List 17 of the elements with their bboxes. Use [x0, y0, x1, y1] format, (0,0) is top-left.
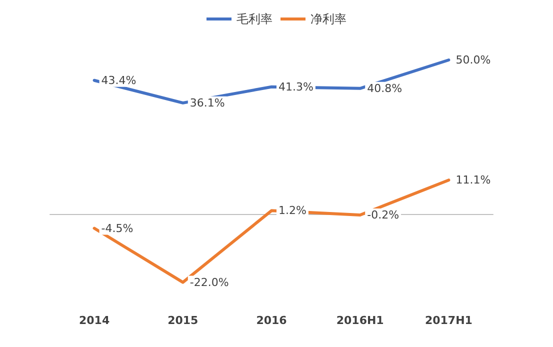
data-label: 43.4%	[101, 74, 136, 87]
data-label: -22.0%	[190, 276, 229, 289]
data-label: 50.0%	[456, 54, 491, 66]
x-tick-label: 2015	[168, 314, 198, 327]
data-label: 41.3%	[278, 80, 314, 94]
x-tick-label: 2017H1	[424, 314, 472, 327]
data-label: 1.2%	[278, 204, 306, 218]
data-label: 11.1%	[456, 174, 491, 187]
data-label: 40.8%	[367, 82, 402, 95]
x-tick-label: 2014	[78, 314, 110, 327]
x-tick-label: 2016H1	[336, 314, 384, 327]
x-tick-label: 2016	[256, 314, 288, 327]
data-label: -0.2%	[367, 208, 400, 222]
data-label: -4.5%	[101, 222, 134, 235]
legend-label: 毛利率	[236, 12, 272, 26]
data-label: 36.1%	[190, 96, 225, 110]
legend-label: 净利率	[310, 12, 346, 26]
